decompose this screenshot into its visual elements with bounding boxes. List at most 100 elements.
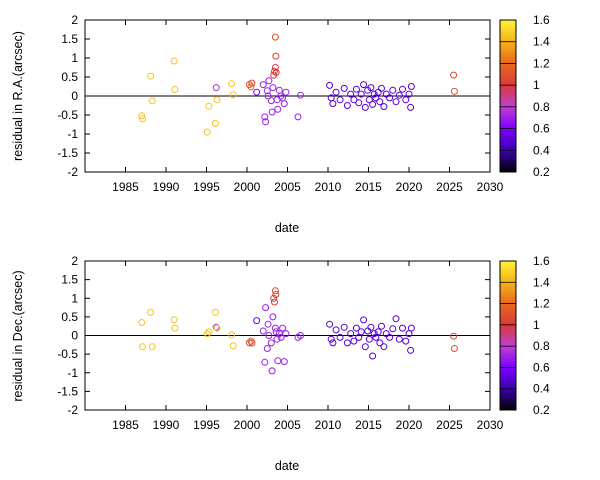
data-point bbox=[386, 333, 394, 341]
x-tick-label: 2010 bbox=[315, 418, 342, 432]
data-point bbox=[357, 90, 365, 98]
data-point bbox=[271, 64, 279, 71]
data-point bbox=[347, 90, 355, 98]
data-point bbox=[402, 337, 410, 345]
data-point bbox=[273, 335, 281, 343]
y-tick-label: -0.5 bbox=[57, 347, 78, 361]
data-point bbox=[326, 320, 334, 328]
colorbar-tick-label: 0.2 bbox=[533, 165, 550, 179]
data-point bbox=[369, 352, 377, 360]
data-point bbox=[147, 308, 155, 316]
data-point bbox=[139, 115, 146, 123]
data-point bbox=[138, 319, 146, 326]
x-tick-label: 1995 bbox=[193, 180, 220, 194]
colorbar bbox=[499, 19, 517, 173]
data-point bbox=[399, 324, 406, 332]
data-point bbox=[261, 113, 269, 121]
data-point bbox=[271, 33, 279, 41]
data-point bbox=[264, 320, 272, 328]
data-point bbox=[265, 77, 273, 85]
colorbar-tick-label: 0.6 bbox=[533, 360, 550, 374]
data-point bbox=[367, 84, 375, 92]
ra-x-axis-label: date bbox=[275, 221, 299, 235]
x-tick-label: 1985 bbox=[112, 418, 139, 432]
data-point bbox=[248, 339, 256, 347]
x-tick-label: 2030 bbox=[477, 180, 504, 194]
data-point bbox=[374, 328, 382, 336]
data-point bbox=[360, 81, 368, 89]
y-tick-label: -2 bbox=[67, 165, 78, 179]
data-point bbox=[395, 335, 403, 343]
ra-residual-panel: residual in R.A.(arcsec) date -2 -1.5 -1 -0… bbox=[11, 13, 550, 235]
colorbar-tick-label: 1 bbox=[533, 318, 540, 332]
colorbar-tick-label: 0.8 bbox=[533, 339, 550, 353]
y-tick-label: 0 bbox=[71, 89, 78, 103]
data-point bbox=[170, 57, 178, 65]
x-tick-label: 2015 bbox=[355, 180, 382, 194]
data-point bbox=[326, 81, 334, 89]
y-tick-label: 1.5 bbox=[61, 32, 78, 46]
data-point bbox=[352, 324, 360, 332]
data-point bbox=[450, 332, 458, 340]
data-point bbox=[253, 88, 261, 96]
data-point bbox=[378, 322, 385, 330]
y-tick-label: -1 bbox=[67, 366, 78, 380]
x-tick-label: 1990 bbox=[153, 418, 180, 432]
data-point bbox=[450, 87, 458, 95]
data-point bbox=[229, 91, 237, 99]
data-point bbox=[370, 90, 378, 98]
x-tick-label: 2030 bbox=[477, 418, 504, 432]
data-point bbox=[272, 52, 280, 60]
data-point bbox=[139, 343, 146, 351]
data-point bbox=[399, 85, 406, 93]
data-point bbox=[170, 316, 178, 324]
data-point bbox=[329, 339, 337, 347]
data-point bbox=[138, 112, 146, 120]
y-tick-label: -2 bbox=[67, 403, 78, 417]
data-point bbox=[392, 98, 400, 106]
colorbar-tick-label: 1.6 bbox=[533, 13, 550, 27]
y-tick-label: 0.5 bbox=[61, 70, 78, 84]
data-point bbox=[294, 113, 302, 121]
data-point bbox=[267, 97, 275, 105]
data-point bbox=[407, 103, 415, 111]
data-point bbox=[262, 118, 270, 126]
x-tick-label: 2005 bbox=[274, 180, 301, 194]
data-point bbox=[364, 327, 372, 335]
data-point bbox=[269, 313, 277, 321]
x-tick-label: 2025 bbox=[436, 418, 463, 432]
data-point bbox=[350, 96, 358, 104]
data-point bbox=[263, 87, 271, 95]
data-point bbox=[213, 324, 221, 332]
data-point bbox=[261, 358, 269, 366]
data-point bbox=[275, 86, 283, 94]
data-point bbox=[407, 83, 415, 90]
data-point bbox=[247, 83, 255, 91]
data-point bbox=[259, 327, 267, 335]
data-point bbox=[269, 84, 277, 92]
data-point bbox=[357, 328, 365, 336]
data-point bbox=[271, 287, 279, 295]
x-tick-label: 2010 bbox=[315, 180, 342, 194]
y-tick-label: 0 bbox=[71, 329, 78, 343]
colorbar-tick-label: 1.2 bbox=[533, 297, 550, 311]
data-point bbox=[297, 91, 304, 99]
data-point bbox=[386, 94, 394, 102]
data-point bbox=[267, 339, 275, 347]
x-tick-label: 2020 bbox=[396, 180, 423, 194]
data-point bbox=[365, 335, 373, 343]
data-point bbox=[361, 103, 369, 111]
data-point bbox=[274, 357, 282, 365]
data-point bbox=[402, 96, 410, 104]
data-point bbox=[376, 339, 384, 347]
x-tick-label: 2015 bbox=[355, 418, 382, 432]
data-point bbox=[340, 323, 348, 331]
data-point bbox=[450, 71, 458, 79]
data-point bbox=[389, 86, 397, 94]
data-point bbox=[372, 94, 380, 102]
data-point bbox=[380, 103, 388, 111]
data-point bbox=[274, 105, 282, 113]
data-point bbox=[203, 128, 211, 136]
y-tick-label: 0.5 bbox=[61, 310, 78, 324]
